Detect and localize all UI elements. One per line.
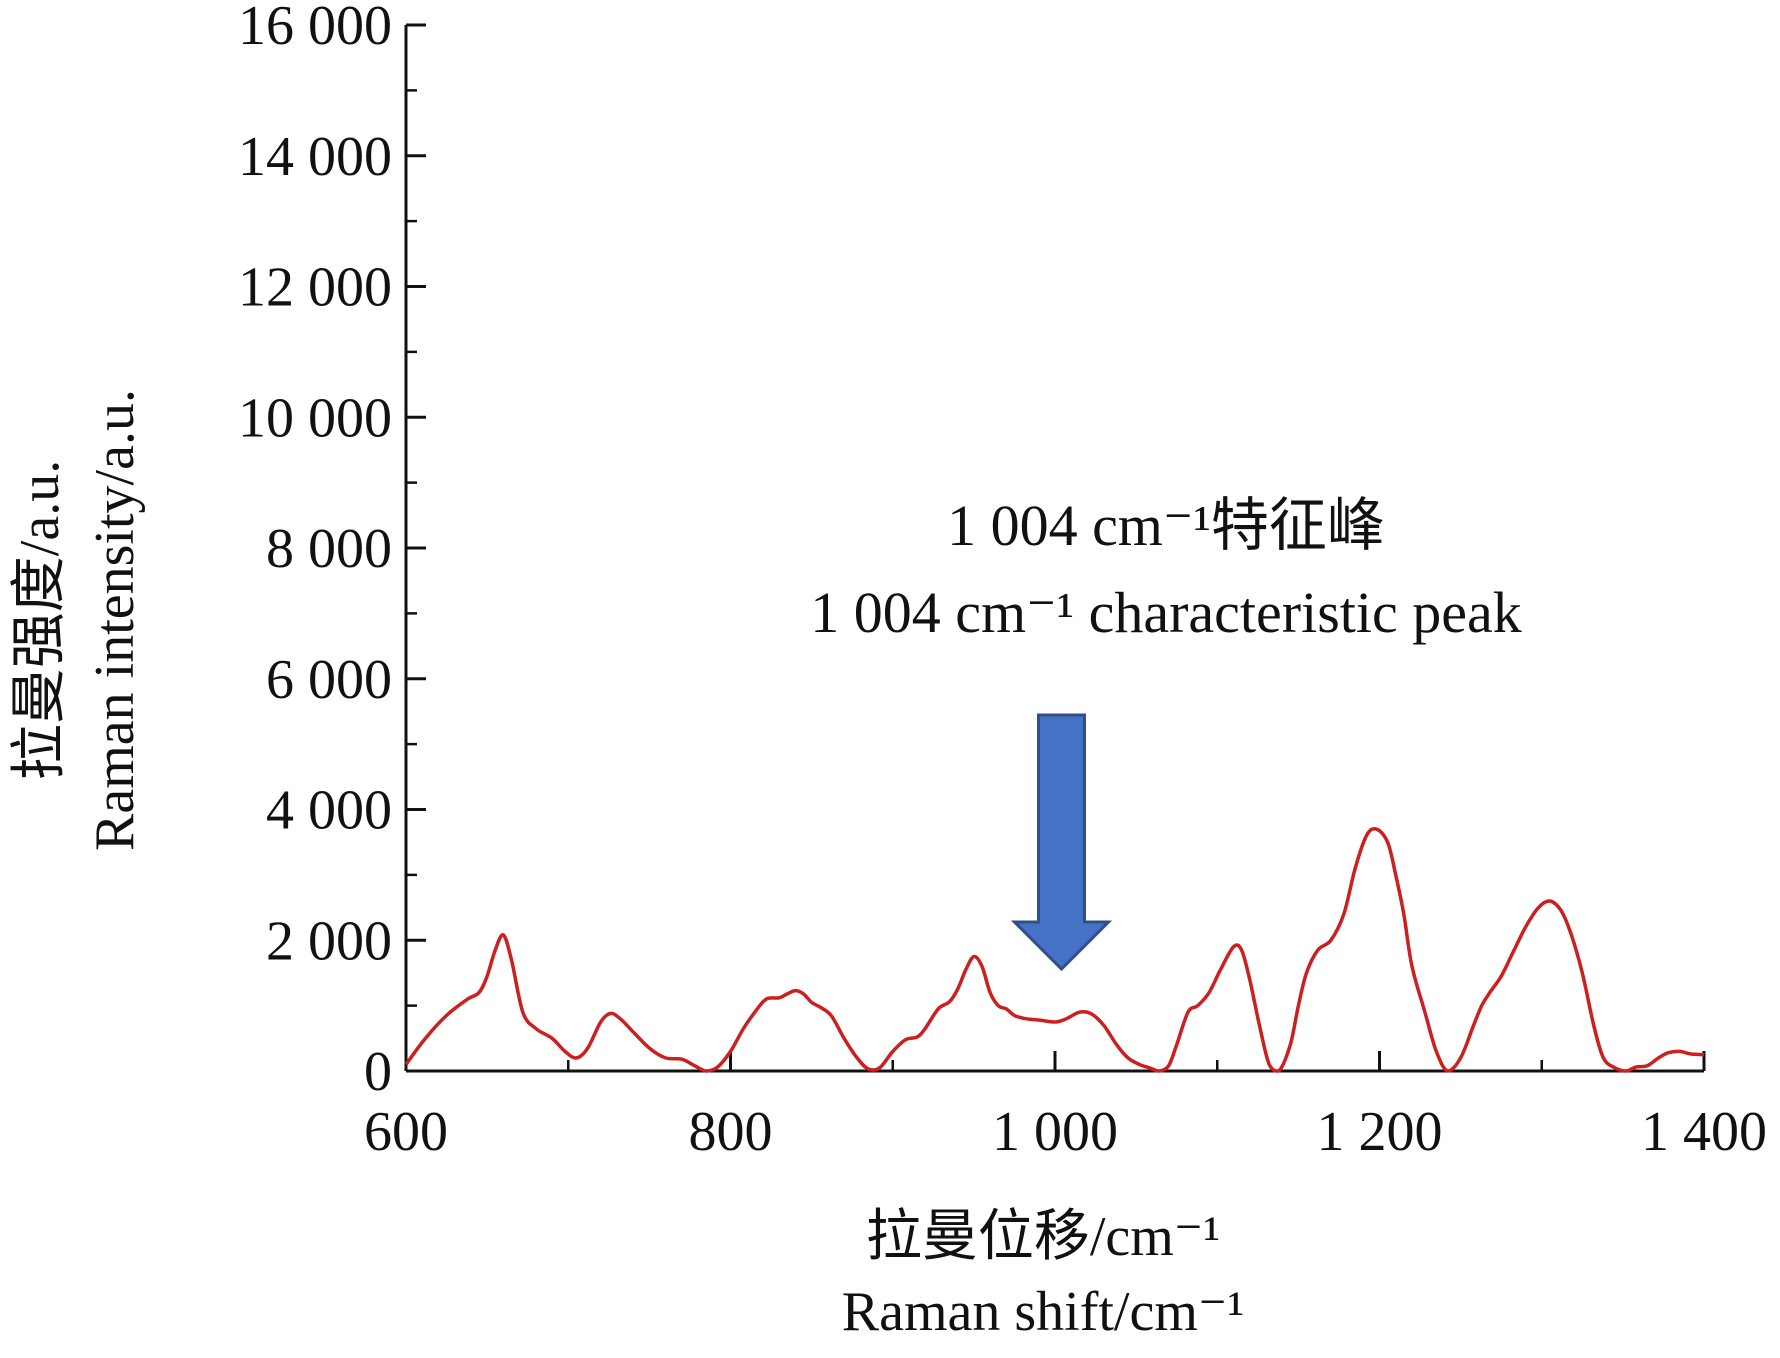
- x-axis: 600 800 1 000 1 200 1 400: [364, 1051, 1767, 1163]
- x-axis-title-en: Raman shift/cm⁻¹: [842, 1281, 1245, 1343]
- peak-indicator-arrow: [1010, 713, 1113, 972]
- y-tick-label: 14 000: [238, 126, 392, 188]
- annotation-line-cn: 1 004 cm⁻¹特征峰: [947, 493, 1385, 558]
- x-tick-label: 1 400: [1641, 1101, 1767, 1163]
- y-axis-title-cn: 拉曼强度/a.u.: [9, 460, 71, 780]
- y-tick-label: 0: [364, 1041, 392, 1103]
- y-tick-label: 8 000: [266, 518, 392, 580]
- x-tick-label: 600: [364, 1101, 448, 1163]
- y-tick-label: 10 000: [238, 387, 392, 449]
- y-tick-label: 16 000: [238, 0, 392, 57]
- y-tick-label: 2 000: [266, 910, 392, 972]
- annotation-line-en: 1 004 cm⁻¹ characteristic peak: [810, 580, 1521, 645]
- y-tick-label: 6 000: [266, 649, 392, 711]
- x-tick-label: 1 200: [1317, 1101, 1443, 1163]
- x-axis-title-cn: 拉曼位移/cm⁻¹: [866, 1206, 1220, 1268]
- x-tick-label: 800: [689, 1101, 773, 1163]
- y-axis: 0 2 000 4 000 6 000 8 000 10 000 12 000 14 000 1…: [238, 0, 426, 1103]
- y-tick-label: 4 000: [266, 780, 392, 842]
- y-tick-label: 12 000: [238, 257, 392, 319]
- spectrum-series-line: [404, 826, 1705, 1073]
- x-tick-label: 1 000: [992, 1101, 1118, 1163]
- y-axis-title-en: Raman intensity/a.u.: [84, 389, 146, 851]
